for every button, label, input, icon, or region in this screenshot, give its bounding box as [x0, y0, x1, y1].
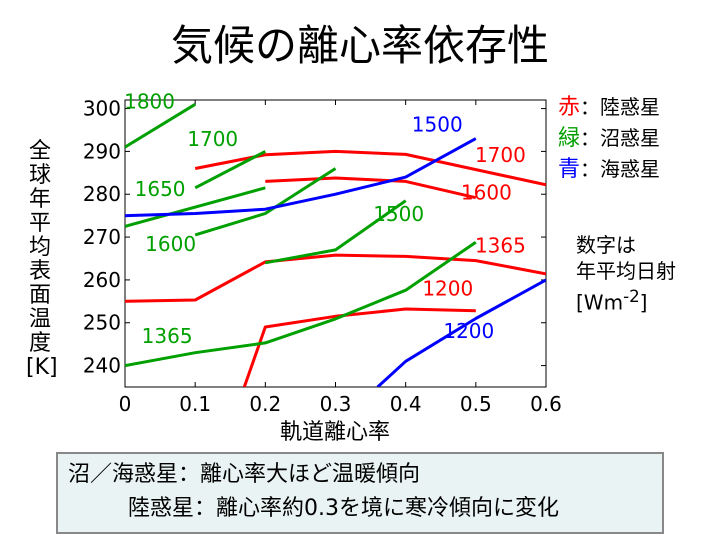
axes: 0 0.1 0.2 0.3 0.4 0.5 0.6 240 250 260 270 280 290 300	[83, 97, 562, 416]
note-unit: [Wm	[576, 290, 624, 315]
series-line-1650	[125, 186, 266, 228]
series-line-1500	[265, 199, 407, 265]
x-tick-label: 0.3	[320, 392, 352, 416]
series-line-1600	[265, 176, 477, 200]
note-line-3: [Wm-2]	[576, 284, 676, 316]
series-line-1700	[194, 150, 266, 190]
note-line-2: 年平均日射	[576, 259, 676, 283]
x-tick-label: 0.6	[530, 392, 562, 416]
legend-key-swamp: 緑	[558, 126, 581, 151]
summary-line-2: 陸惑星：離心率約0.3を境に寒冷傾向に変化	[128, 496, 559, 521]
insolation-note: 数字は 年平均日射 [Wm-2]	[576, 232, 676, 316]
series-label-1800: 1800	[124, 90, 175, 114]
series-label-1600: 1600	[461, 180, 512, 204]
summary-line-1: 沼／海惑星：離心率大ほど温暖傾向	[68, 462, 421, 487]
series-line-1700	[194, 149, 546, 187]
legend-text-land: ：陸惑星	[580, 95, 661, 119]
note-unit-exponent: -2	[623, 287, 640, 306]
y-tick-label: 290	[83, 139, 121, 163]
series-line-1200	[242, 307, 476, 387]
legend-item-ocean: 青：海惑星	[558, 154, 660, 185]
y-tick-label: 280	[83, 182, 121, 206]
legend-item-land: 赤：陸惑星	[558, 92, 660, 123]
series-label-1200: 1200	[443, 319, 494, 343]
y-tick-label: 300	[83, 97, 121, 121]
legend-item-swamp: 緑：沼惑星	[558, 123, 660, 154]
note-line-1: 数字は	[576, 233, 636, 257]
x-tick-label: 0	[119, 392, 132, 416]
legend-key-ocean: 青	[558, 157, 581, 182]
series-label-1500: 1500	[412, 112, 463, 136]
series-label-1365: 1365	[142, 324, 193, 348]
summary-box: 沼／海惑星：離心率大ほど温暖傾向 陸惑星：離心率約0.3を境に寒冷傾向に変化	[56, 452, 664, 534]
series-line-1365	[125, 240, 477, 368]
legend-key-land: 赤	[558, 95, 581, 120]
series-line-1365	[125, 253, 546, 303]
y-axis-label: 全球年平均表面温度[K]	[26, 139, 58, 380]
y-tick-label: 240	[83, 354, 121, 378]
series-label-1700: 1700	[187, 127, 238, 151]
series-labels: 1800 1700 1650 1600 1500 1365 1500 1700 1600 1365…	[124, 90, 526, 348]
slide-title: 気候の離心率依存性	[170, 21, 549, 70]
series-line-1200	[376, 278, 546, 387]
legend-text-swamp: ：沼惑星	[580, 126, 661, 150]
y-tick-label: 260	[83, 268, 121, 292]
series-label-1200: 1200	[422, 276, 473, 300]
x-tick-label: 0.5	[460, 392, 492, 416]
legend-text-ocean: ：海惑星	[580, 157, 661, 181]
x-tick-label: 0.2	[249, 392, 281, 416]
series-lines	[125, 103, 546, 387]
series-label-1365: 1365	[475, 233, 526, 257]
y-tick-label: 270	[83, 225, 121, 249]
x-tick-label: 0.4	[390, 392, 422, 416]
series-line-1500	[125, 137, 477, 218]
y-tick-label: 250	[83, 311, 121, 335]
series-line-1800	[125, 103, 196, 149]
series-label-1600: 1600	[145, 232, 196, 256]
series-label-1700: 1700	[475, 143, 526, 167]
series-label-1500: 1500	[373, 202, 424, 226]
legend: 赤：陸惑星 緑：沼惑星 青：海惑星	[558, 92, 660, 185]
note-unit-end: ]	[639, 290, 648, 315]
x-axis-label: 軌道離心率	[279, 420, 390, 445]
series-line-1600	[194, 167, 337, 237]
series-label-1650: 1650	[135, 177, 186, 201]
x-tick-label: 0.1	[179, 392, 211, 416]
